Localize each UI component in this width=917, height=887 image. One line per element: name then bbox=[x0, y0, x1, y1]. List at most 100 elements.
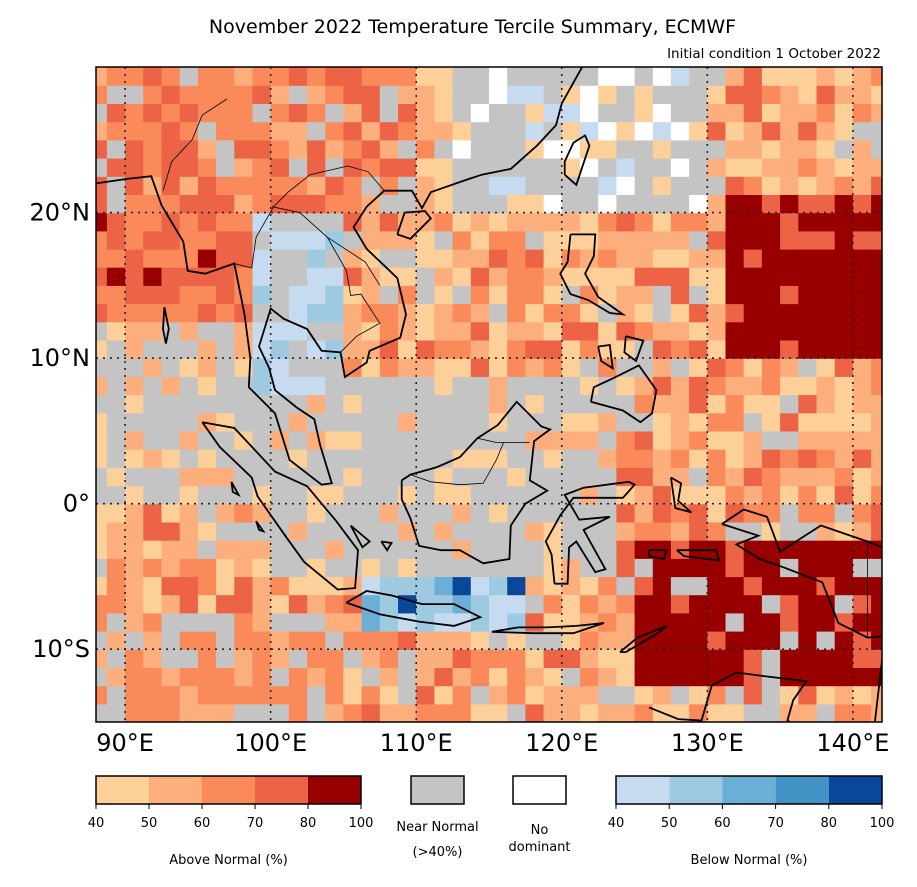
grid-cell bbox=[543, 358, 563, 377]
grid-cell bbox=[452, 103, 472, 123]
grid-cell bbox=[234, 139, 254, 159]
grid-cell bbox=[507, 176, 526, 195]
grid-cell bbox=[689, 576, 708, 596]
grid-cell bbox=[561, 321, 581, 341]
grid-cell bbox=[434, 121, 454, 141]
below-normal-colorbar-frame bbox=[615, 775, 883, 805]
country-border bbox=[272, 206, 381, 353]
grid-cell bbox=[234, 321, 254, 341]
grid-cell bbox=[470, 540, 490, 559]
grid-cell bbox=[216, 430, 235, 450]
grid-cell bbox=[179, 594, 199, 614]
grid-cell bbox=[816, 176, 836, 195]
grid-cell bbox=[96, 540, 108, 559]
grid-cell bbox=[161, 667, 181, 687]
grid-cell bbox=[652, 139, 672, 159]
grid-cell bbox=[652, 685, 672, 705]
grid-cell bbox=[616, 449, 636, 468]
grid-cell bbox=[434, 85, 454, 104]
grid-cell bbox=[270, 576, 290, 596]
grid-cell bbox=[834, 158, 854, 177]
grid-cell bbox=[652, 103, 672, 123]
grid-cell bbox=[307, 576, 326, 596]
grid-cell bbox=[852, 430, 872, 450]
grid-cell bbox=[106, 631, 126, 650]
grid-cell bbox=[434, 685, 454, 705]
grid-cell bbox=[179, 176, 199, 195]
grid-cell bbox=[780, 376, 799, 396]
grid-cell bbox=[507, 449, 526, 468]
grid-cell bbox=[288, 358, 308, 377]
grid-cell bbox=[670, 321, 690, 341]
grid-cell bbox=[252, 285, 272, 305]
grid-cell bbox=[780, 449, 799, 468]
grid-cell bbox=[743, 649, 763, 668]
grid-cell bbox=[489, 576, 508, 596]
grid-cell bbox=[634, 303, 654, 323]
grid-cell bbox=[798, 339, 818, 359]
grid-cell bbox=[361, 394, 381, 414]
grid-cell bbox=[379, 594, 399, 614]
grid-cell bbox=[143, 339, 163, 359]
grid-cell bbox=[179, 267, 199, 286]
grid-cell bbox=[507, 85, 526, 104]
above-normal-colorbar-tick-label: 60 bbox=[194, 816, 211, 831]
grid-cell bbox=[161, 612, 181, 632]
above-normal-colorbar-tick-label: 80 bbox=[300, 816, 317, 831]
grid-cell bbox=[143, 85, 163, 104]
grid-cell bbox=[707, 376, 727, 396]
grid-cell bbox=[343, 485, 363, 505]
grid-cell bbox=[707, 503, 727, 523]
grid-cell bbox=[725, 412, 745, 432]
grid-cell bbox=[561, 358, 581, 377]
grid-cell bbox=[288, 212, 308, 232]
grid-cell bbox=[106, 540, 126, 559]
grid-cell bbox=[543, 139, 563, 159]
grid-cell bbox=[307, 67, 326, 86]
grid-cell bbox=[580, 649, 599, 668]
grid-cell bbox=[598, 194, 617, 214]
grid-cell bbox=[106, 321, 126, 341]
grid-cell bbox=[161, 121, 181, 141]
grid-cell bbox=[689, 521, 708, 541]
grid-cell bbox=[852, 503, 872, 523]
grid-cell bbox=[452, 412, 472, 432]
grid-cell bbox=[598, 67, 617, 86]
grid-cell bbox=[598, 685, 617, 705]
grid-cell bbox=[216, 248, 235, 268]
grid-cell bbox=[452, 558, 472, 578]
grid-cell bbox=[288, 631, 308, 650]
grid-cell bbox=[288, 67, 308, 86]
grid-cell bbox=[361, 667, 381, 687]
grid-cell bbox=[598, 540, 617, 559]
grid-cell bbox=[252, 267, 272, 286]
grid-cell bbox=[325, 67, 345, 86]
grid-cell bbox=[798, 703, 818, 722]
grid-cell bbox=[179, 667, 199, 687]
grid-cell bbox=[270, 339, 290, 359]
grid-cell bbox=[379, 194, 399, 214]
grid-cell bbox=[616, 103, 636, 123]
grid-cell bbox=[143, 158, 163, 177]
grid-cell bbox=[798, 358, 818, 377]
grid-cell bbox=[361, 139, 381, 159]
grid-cell bbox=[398, 85, 417, 104]
grid-cell bbox=[652, 212, 672, 232]
grid-cell bbox=[743, 467, 763, 487]
grid-cell bbox=[634, 485, 654, 505]
grid-cell bbox=[197, 194, 217, 214]
grid-cell bbox=[143, 285, 163, 305]
grid-cell bbox=[179, 67, 199, 86]
grid-cell bbox=[507, 230, 526, 250]
grid-cell bbox=[798, 412, 818, 432]
grid-cell bbox=[125, 521, 144, 541]
grid-cell bbox=[743, 594, 763, 614]
grid-cell bbox=[489, 685, 508, 705]
grid-cell bbox=[489, 358, 508, 377]
grid-cell bbox=[143, 103, 163, 123]
grid-cell bbox=[125, 558, 144, 578]
grid-cell bbox=[252, 303, 272, 323]
grid-cell bbox=[616, 467, 636, 487]
grid-cell bbox=[852, 67, 872, 86]
grid-cell bbox=[543, 194, 563, 214]
